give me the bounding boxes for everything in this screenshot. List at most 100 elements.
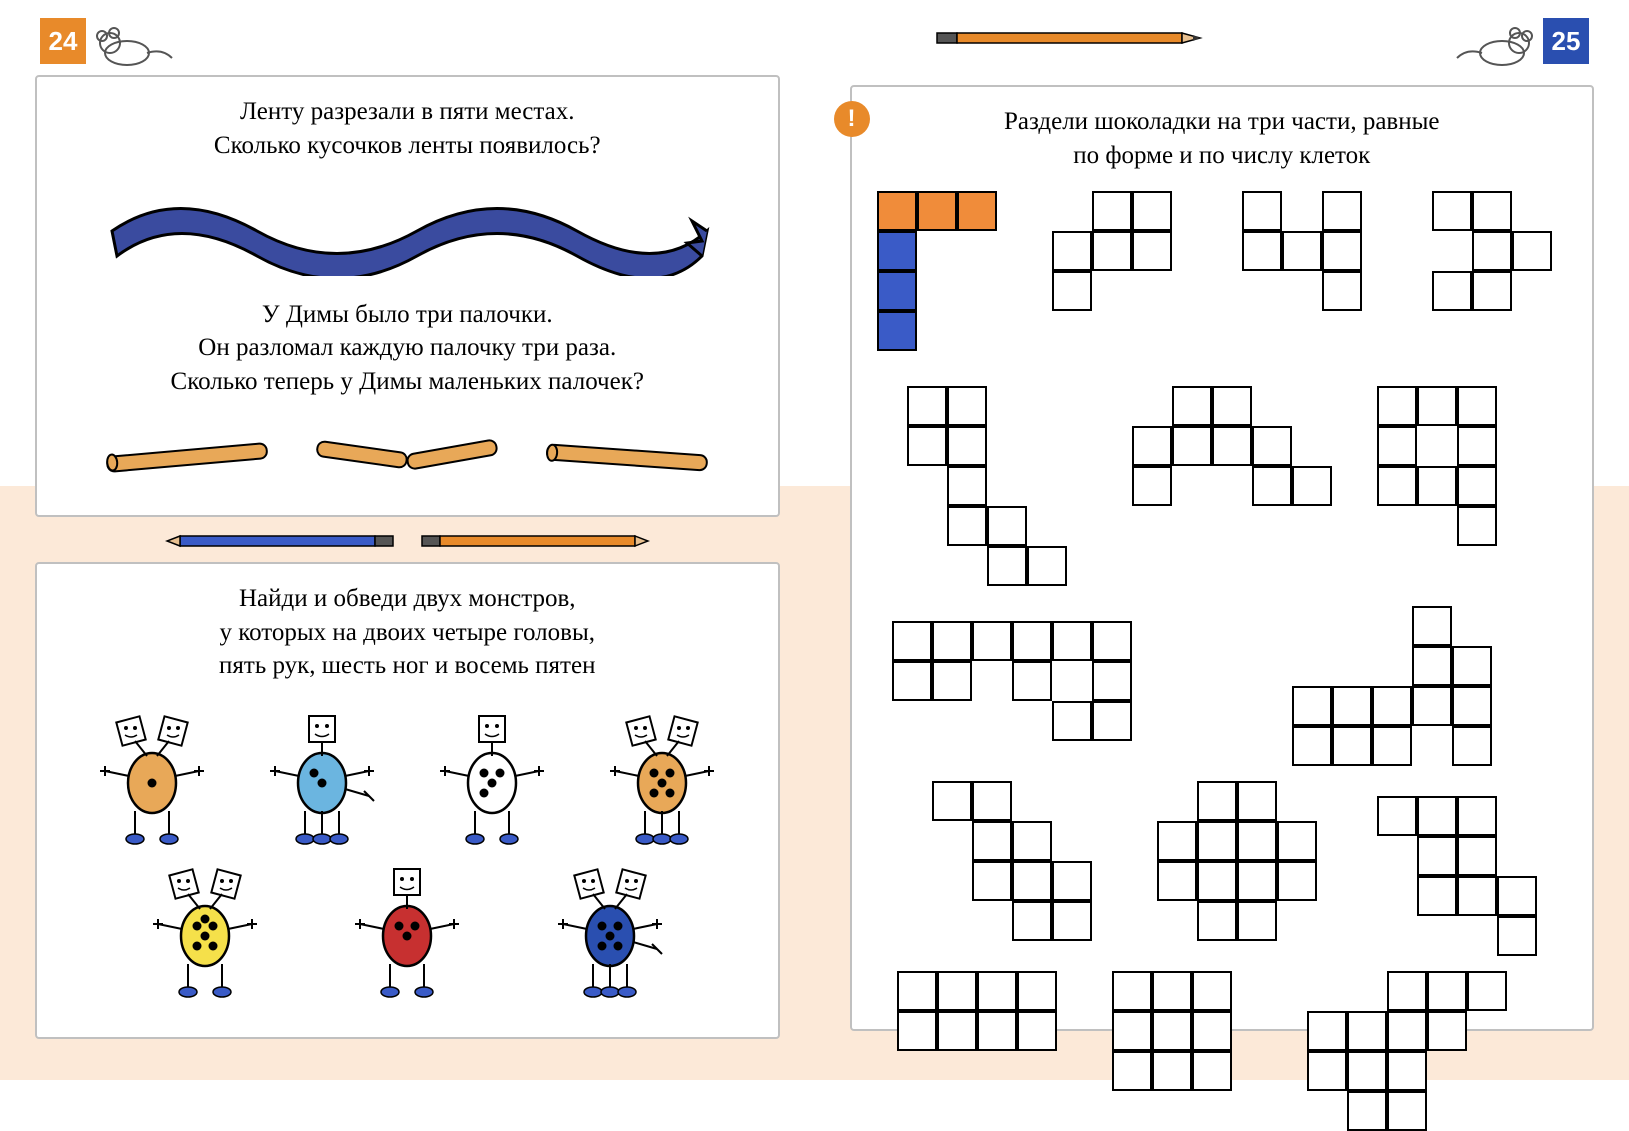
monster-icon[interactable]	[545, 864, 675, 1004]
monster-icon[interactable]	[427, 711, 557, 851]
task2-text: У Димы было три палочки. Он разломал каж…	[62, 298, 753, 399]
grid-cell	[1347, 1011, 1387, 1051]
grid-cell	[1452, 646, 1492, 686]
grid-cell	[1172, 426, 1212, 466]
grid-cell	[1192, 1051, 1232, 1091]
grid-cell	[1457, 876, 1497, 916]
monster-6[interactable]	[545, 864, 675, 1009]
task4-text: Раздели шоколадки на три части, равные п…	[877, 105, 1568, 173]
monster-1[interactable]	[257, 711, 387, 856]
grid-cell	[1012, 901, 1052, 941]
grid-cell	[1132, 466, 1172, 506]
grid-cell	[977, 971, 1017, 1011]
grid-cell	[1012, 621, 1052, 661]
grid-cell	[1347, 1051, 1387, 1091]
grid-cell	[897, 1011, 937, 1051]
grid-cell	[1237, 821, 1277, 861]
monster-4[interactable]	[140, 864, 270, 1009]
grid-cell	[877, 231, 917, 271]
grid-cell	[1372, 686, 1412, 726]
grid-cell	[1387, 1051, 1427, 1091]
grid-cell	[947, 386, 987, 426]
grid-cell	[1387, 971, 1427, 1011]
grid-cell	[1307, 1011, 1347, 1051]
mascot-icon	[92, 18, 182, 68]
grid-cell	[1172, 386, 1212, 426]
monster-0[interactable]	[87, 711, 217, 856]
grid-cell	[1112, 1051, 1152, 1091]
mascot-icon	[1447, 18, 1537, 68]
grid-cell	[1417, 836, 1457, 876]
attention-icon: !	[834, 101, 870, 137]
grid-cell	[1052, 861, 1092, 901]
task3-text: Найди и обведи двух монстров, у которых …	[62, 582, 753, 683]
grid-cell	[1252, 466, 1292, 506]
monster-icon[interactable]	[257, 711, 387, 851]
monster-icon[interactable]	[87, 711, 217, 851]
monster-icon[interactable]	[597, 711, 727, 851]
grid-cell	[1192, 971, 1232, 1011]
monster-3[interactable]	[597, 711, 727, 856]
grid-cell	[1322, 191, 1362, 231]
grid-cell	[1197, 901, 1237, 941]
grid-cell	[1237, 781, 1277, 821]
pencil-blue-icon	[165, 532, 395, 550]
grid-cell	[1412, 606, 1452, 646]
grid-cell	[1112, 971, 1152, 1011]
grid-cell	[1432, 191, 1472, 231]
grid-cell	[1242, 191, 1282, 231]
monster-2[interactable]	[427, 711, 557, 856]
grid-cell	[877, 191, 917, 231]
pencil-orange-icon	[420, 532, 650, 550]
grid-cell	[877, 311, 917, 351]
grid-cell	[917, 191, 957, 231]
grid-cell	[1197, 821, 1237, 861]
grid-cell	[1497, 876, 1537, 916]
grid-cell	[1512, 231, 1552, 271]
grid-cell	[1292, 726, 1332, 766]
grid-cell	[1152, 971, 1192, 1011]
grid-cell	[1012, 661, 1052, 701]
right-page: 25 ! Раздели шоколадки на три части, рав…	[815, 0, 1629, 1080]
grid-cell	[1052, 701, 1092, 741]
grid-cell	[1237, 901, 1277, 941]
grid-cell	[972, 621, 1012, 661]
grid-cell	[1497, 916, 1537, 956]
grid-cell	[1292, 466, 1332, 506]
grid-cell	[1017, 971, 1057, 1011]
task1-panel: Ленту разрезали в пяти местах. Сколько к…	[35, 75, 780, 517]
grid-cell	[1017, 1011, 1057, 1051]
grid-cell	[1467, 971, 1507, 1011]
grid-cell	[1092, 191, 1132, 231]
grid-cell	[1242, 231, 1282, 271]
monster-icon[interactable]	[342, 864, 472, 1004]
grid-cell	[1012, 821, 1052, 861]
grid-cell	[1472, 231, 1512, 271]
grid-cell	[1377, 426, 1417, 466]
monster-5[interactable]	[342, 864, 472, 1009]
grid-cell	[1412, 646, 1452, 686]
grid-cell	[1197, 861, 1237, 901]
monster-icon[interactable]	[140, 864, 270, 1004]
grid-cell	[1237, 861, 1277, 901]
grid-cell	[1427, 1011, 1467, 1051]
grid-cell	[977, 1011, 1017, 1051]
grid-cell	[1457, 796, 1497, 836]
grid-cell	[947, 426, 987, 466]
grid-cell	[1012, 861, 1052, 901]
monsters-area[interactable]	[62, 701, 753, 1019]
grid-cell	[932, 781, 972, 821]
grid-cell	[1372, 726, 1412, 766]
grid-cell	[1277, 821, 1317, 861]
grid-cell	[972, 861, 1012, 901]
grid-cell	[1377, 796, 1417, 836]
grid-cell	[1132, 426, 1172, 466]
grid-cell	[1427, 971, 1467, 1011]
grid-cell	[1197, 781, 1237, 821]
grid-cell	[1412, 686, 1452, 726]
grid-cell	[1457, 466, 1497, 506]
grid-cell	[1472, 191, 1512, 231]
grid-cell	[987, 546, 1027, 586]
grid-cell	[907, 386, 947, 426]
polyomino-area[interactable]	[877, 191, 1568, 1011]
